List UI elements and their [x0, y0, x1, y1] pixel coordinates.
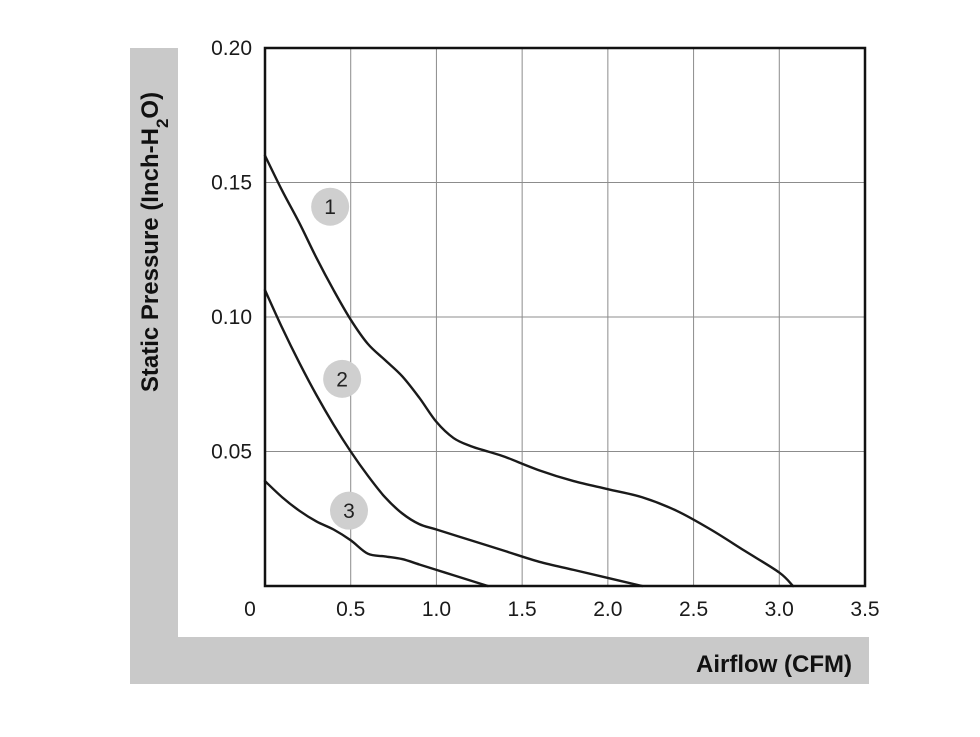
y-tick-label-2: 0.15: [211, 172, 252, 195]
y-axis-title-subscript: 2: [153, 119, 172, 128]
series-line-3: [263, 479, 490, 588]
series-badge-label-2: 2: [336, 368, 348, 391]
series-badge-label-3: 3: [343, 500, 355, 523]
x-tick-label-6: 3.0: [765, 598, 794, 621]
x-tick-label-2: 1.0: [422, 598, 451, 621]
series-badge-label-1: 1: [324, 196, 336, 219]
x-axis-title: Airflow (CFM): [696, 651, 852, 678]
series-badge-3: [330, 491, 368, 530]
series-layer: [263, 154, 795, 588]
series-badge-2: [323, 359, 362, 398]
axis-band-bottom: [130, 637, 869, 684]
x-tick-labels: 0 0.5 1.0 1.5 2.0 2.5 3.0 3.5: [244, 598, 879, 621]
x-tick-label-3: 1.5: [508, 598, 537, 621]
y-tick-label-3: 0.20: [211, 37, 252, 60]
axis-band-left: [130, 48, 178, 684]
y-axis-title-part-2: O): [137, 92, 164, 119]
x-tick-label-5: 2.5: [679, 598, 708, 621]
y-tick-label-1: 0.10: [211, 306, 252, 329]
series-badge-1: [311, 187, 350, 226]
y-axis-title-part-1: Static Pressure (Inch-H: [137, 128, 164, 392]
x-tick-label-7: 3.5: [850, 598, 879, 621]
x-tick-label-1: 0.5: [336, 598, 365, 621]
x-tick-label-0: 0: [244, 598, 256, 621]
series-line-1: [263, 154, 795, 588]
plot-frame: [263, 46, 867, 588]
y-axis-title: Static Pressure (Inch-H2O): [137, 92, 172, 392]
badge-layer: 1 2 3: [311, 187, 368, 530]
grid: [265, 48, 865, 586]
y-tick-label-0: 0.05: [211, 441, 252, 464]
series-line-2: [263, 288, 644, 588]
y-tick-labels: 0.05 0.10 0.15 0.20: [211, 37, 252, 464]
x-tick-label-4: 2.0: [593, 598, 622, 621]
